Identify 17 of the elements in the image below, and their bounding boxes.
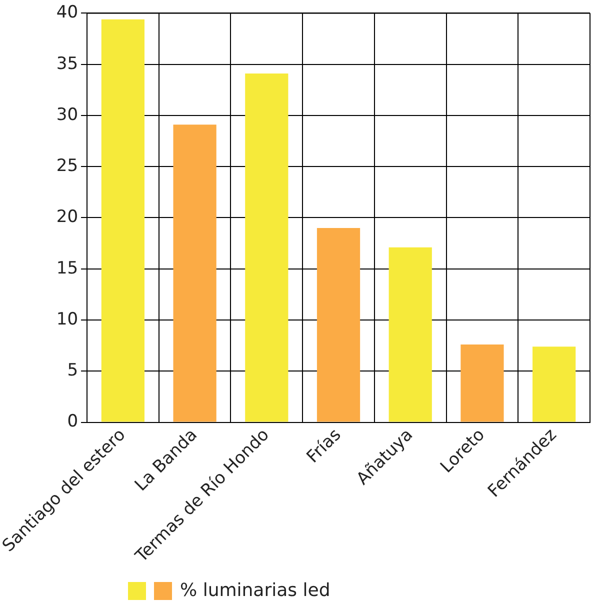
y-tick-label: 0 <box>67 412 78 432</box>
bar <box>316 228 360 422</box>
bar <box>388 247 432 422</box>
y-tick-label: 40 <box>56 2 78 23</box>
y-tick-label: 25 <box>56 156 78 176</box>
y-tick-label: 5 <box>67 360 78 381</box>
y-tick-label: 10 <box>56 309 78 330</box>
bar <box>173 124 216 422</box>
bar <box>101 19 144 422</box>
y-tick-label: 35 <box>56 54 78 74</box>
bar <box>245 74 288 422</box>
y-tick-label: 30 <box>56 104 78 125</box>
bar <box>532 346 576 422</box>
y-tick-label: 15 <box>56 258 78 278</box>
legend-label: % luminarias led <box>180 580 330 601</box>
bar <box>460 344 504 422</box>
y-tick-label: 20 <box>56 207 78 228</box>
